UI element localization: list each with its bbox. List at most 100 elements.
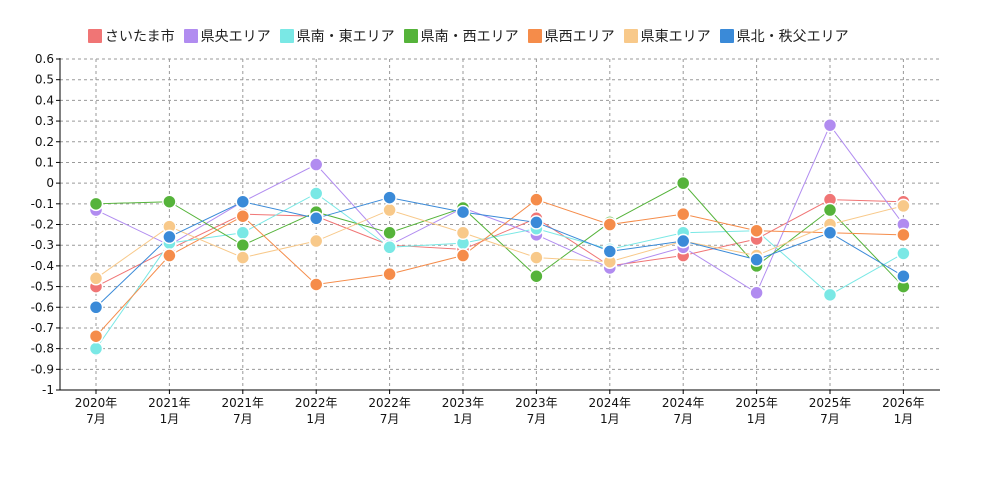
data-point[interactable] xyxy=(88,196,104,212)
x-tick-label-month: 7月 xyxy=(527,412,547,426)
y-tick-label: -0.4 xyxy=(31,259,54,273)
series-line xyxy=(95,124,904,294)
data-point[interactable] xyxy=(308,277,324,292)
x-tick-label-month: 1月 xyxy=(747,412,767,426)
data-point[interactable] xyxy=(455,225,471,241)
legend-swatch xyxy=(183,29,198,43)
data-point[interactable] xyxy=(822,202,838,218)
grid-lines xyxy=(60,58,940,390)
x-tick-label-month: 7月 xyxy=(86,412,106,426)
legend-swatch xyxy=(279,29,294,43)
data-point[interactable] xyxy=(529,250,544,265)
series-layer xyxy=(88,117,911,356)
data-point[interactable] xyxy=(749,223,764,238)
legend-label: 県北・秩父エリア xyxy=(736,29,849,45)
y-tick-label: -0.6 xyxy=(31,300,54,314)
data-point[interactable] xyxy=(308,233,324,249)
x-tick-label-year: 2024年 xyxy=(662,396,705,410)
data-point[interactable] xyxy=(235,237,251,253)
y-tick-label: -0.1 xyxy=(31,197,54,211)
x-tick-label-year: 2021年 xyxy=(222,396,265,410)
data-point[interactable] xyxy=(382,266,397,282)
series-line xyxy=(95,197,904,308)
data-point[interactable] xyxy=(675,233,691,249)
legend-item[interactable]: 県央エリア xyxy=(183,26,271,46)
x-tick-label-year: 2025年 xyxy=(809,396,852,410)
x-tick-label-year: 2022年 xyxy=(295,396,338,410)
data-point[interactable] xyxy=(529,192,544,207)
series-5 xyxy=(95,205,904,279)
x-tick-label-month: 1月 xyxy=(600,412,620,426)
x-tick-label-month: 7月 xyxy=(673,412,693,426)
legend-item[interactable]: 県南・西エリア xyxy=(403,26,519,46)
y-tick-label: 0.1 xyxy=(35,155,54,169)
legend-item[interactable]: 県西エリア xyxy=(527,26,615,46)
data-point[interactable] xyxy=(235,194,251,209)
data-point[interactable] xyxy=(675,206,691,222)
data-point[interactable] xyxy=(455,204,471,220)
data-point[interactable] xyxy=(749,252,764,267)
data-point[interactable] xyxy=(162,229,177,245)
data-point[interactable] xyxy=(822,225,838,241)
legend-label: 県南・西エリア xyxy=(420,29,519,45)
x-tick-label-year: 2020年 xyxy=(75,396,118,410)
x-tick-label-year: 2023年 xyxy=(515,396,558,410)
series-0 xyxy=(95,199,904,288)
legend-item[interactable]: 県東エリア xyxy=(623,26,711,46)
legend-swatch xyxy=(403,29,418,43)
data-point[interactable] xyxy=(455,248,471,263)
y-tick-label: -0.5 xyxy=(31,280,54,294)
data-point[interactable] xyxy=(822,117,838,133)
data-point[interactable] xyxy=(602,217,618,232)
y-tick-label: 0.4 xyxy=(35,93,54,107)
data-point[interactable] xyxy=(382,225,397,241)
data-point[interactable] xyxy=(529,268,544,284)
x-tick-label-month: 7月 xyxy=(380,412,400,426)
data-point[interactable] xyxy=(162,248,177,263)
legend-item[interactable]: 県南・東エリア xyxy=(279,26,395,46)
x-tick-label-month: 7月 xyxy=(820,412,840,426)
data-point[interactable] xyxy=(675,175,691,191)
y-tick-label: -0.9 xyxy=(31,362,54,376)
data-point[interactable] xyxy=(308,157,324,172)
x-tick-label-month: 1月 xyxy=(306,412,326,426)
data-point[interactable] xyxy=(88,271,104,286)
legend-item[interactable]: 県北・秩父エリア xyxy=(719,26,849,46)
data-point[interactable] xyxy=(88,341,104,356)
y-tick-label: 0.6 xyxy=(35,52,54,66)
data-point[interactable] xyxy=(308,211,324,226)
data-point[interactable] xyxy=(896,198,911,214)
data-point[interactable] xyxy=(382,202,397,218)
data-point[interactable] xyxy=(602,244,618,259)
data-point[interactable] xyxy=(235,208,251,224)
legend-label: 県央エリア xyxy=(200,29,271,45)
data-point[interactable] xyxy=(162,194,177,209)
data-point[interactable] xyxy=(529,215,544,230)
series-points-4 xyxy=(88,192,911,344)
series-points-2 xyxy=(88,186,911,356)
series-6 xyxy=(95,197,904,308)
legend-item[interactable]: さいたま市 xyxy=(88,26,175,46)
data-point[interactable] xyxy=(235,250,251,265)
legend-swatch xyxy=(719,29,734,43)
data-point[interactable] xyxy=(749,285,764,301)
x-tick-label-year: 2024年 xyxy=(589,396,632,410)
x-tick-label-year: 2021年 xyxy=(148,396,191,410)
data-point[interactable] xyxy=(896,268,911,284)
data-point[interactable] xyxy=(382,240,397,255)
series-1 xyxy=(95,124,904,294)
axes xyxy=(56,58,940,394)
y-tick-label: 0 xyxy=(46,176,54,190)
data-point[interactable] xyxy=(896,246,911,261)
data-point[interactable] xyxy=(88,328,104,344)
legend-swatch xyxy=(527,29,542,43)
x-tick-label-month: 1月 xyxy=(453,412,473,426)
legend-label: 県南・東エリア xyxy=(296,29,395,45)
data-point[interactable] xyxy=(896,227,911,243)
data-point[interactable] xyxy=(235,225,251,241)
data-point[interactable] xyxy=(88,300,104,315)
data-point[interactable] xyxy=(308,186,324,201)
data-point[interactable] xyxy=(822,287,838,303)
y-tick-label: -0.8 xyxy=(31,342,54,356)
data-point[interactable] xyxy=(382,190,397,205)
